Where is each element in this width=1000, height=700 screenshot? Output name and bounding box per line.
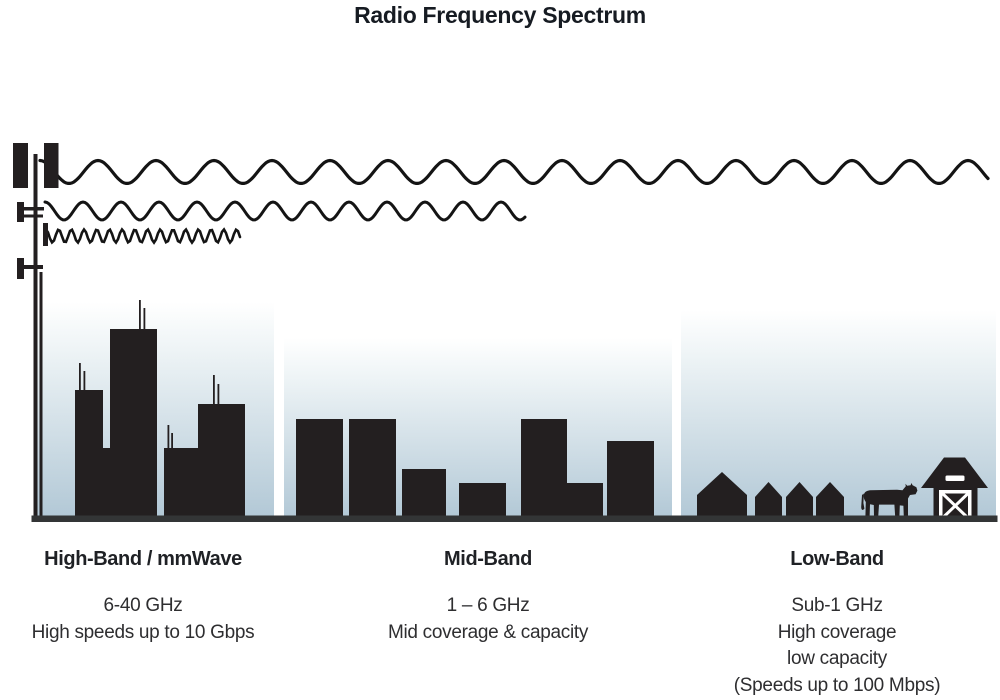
band-detail: (Speeds up to 100 Mbps) [733, 674, 941, 696]
band-label-low-band: Low-Band Sub-1 GHz High coverage low cap… [688, 548, 986, 699]
band-label-mid-band: Mid-Band 1 – 6 GHz Mid coverage & capaci… [338, 548, 638, 646]
low-frequency-wave [38, 158, 990, 185]
band-frequency: 1 – 6 GHz [446, 595, 530, 616]
cell-tower-icon [13, 143, 59, 517]
band-name: Low-Band [790, 548, 884, 570]
band-description: 1 – 6 GHz Mid coverage & capacity [338, 593, 638, 646]
radio-waves [38, 158, 990, 245]
rural-lowband [697, 457, 988, 520]
ground-line [31, 515, 998, 522]
house-icon [755, 482, 782, 517]
city-skyline-highband [75, 300, 245, 517]
buildings-midband [296, 419, 654, 517]
band-label-high-band: High-Band / mmWave 6-40 GHz High speeds … [2, 548, 284, 646]
house-icon [816, 482, 844, 517]
band-frequency: 6-40 GHz [103, 595, 183, 616]
band-name: High-Band / mmWave [44, 548, 242, 570]
cow-icon [861, 483, 918, 517]
band-detail: Mid coverage & capacity [387, 621, 589, 643]
diagram-title: Radio Frequency Spectrum [354, 2, 646, 28]
mid-frequency-wave [43, 200, 527, 222]
band-description: 6-40 GHz High speeds up to 10 Gbps [2, 593, 284, 646]
high-frequency-wave [44, 227, 242, 245]
band-detail: High coverage [777, 621, 897, 643]
band-detail: High speeds up to 10 Gbps [31, 621, 255, 643]
band-detail: low capacity [787, 648, 887, 669]
barn-icon [921, 457, 988, 520]
band-description: Sub-1 GHz High coverage low capacity (Sp… [688, 593, 986, 699]
house-icon [697, 472, 747, 517]
band-name: Mid-Band [444, 548, 532, 570]
band-frequency: Sub-1 GHz [791, 595, 883, 616]
house-icon [786, 482, 813, 517]
